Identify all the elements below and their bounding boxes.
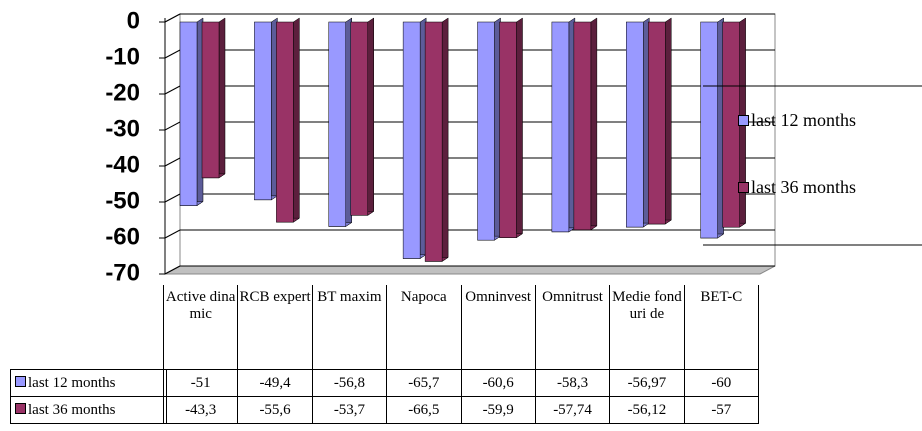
category-label: Napoca <box>386 285 462 370</box>
y-tick-label: -50 <box>105 187 140 214</box>
legend-swatch <box>738 115 749 126</box>
bar <box>700 21 718 239</box>
bar-side <box>293 17 300 223</box>
table-value: -43,3 <box>163 396 239 424</box>
bar <box>424 21 443 262</box>
bar <box>254 21 272 201</box>
category-label: BT maxim <box>311 285 388 370</box>
table-value: -59,9 <box>460 396 536 424</box>
bar <box>626 21 644 228</box>
side-wall <box>164 13 181 275</box>
table-value: -55,6 <box>237 396 313 424</box>
table-value: -60,6 <box>460 369 536 397</box>
legend-label: last 36 months <box>751 177 857 197</box>
bar <box>402 21 421 259</box>
bar <box>477 21 495 241</box>
grid-line <box>164 121 181 131</box>
table-value: -60 <box>683 369 759 397</box>
legend-swatch <box>738 182 749 193</box>
category-label: RCB expert <box>237 285 313 370</box>
grid-line <box>164 49 181 59</box>
table-value: -53,7 <box>311 396 388 424</box>
y-tick-label: -30 <box>105 115 140 142</box>
y-tick-label: -40 <box>105 151 140 178</box>
category-label: BET-C <box>683 285 759 370</box>
bar-side <box>218 17 226 179</box>
y-tick-label: -20 <box>105 79 140 106</box>
bar <box>201 21 220 179</box>
row-label-text: last 12 months <box>28 375 116 391</box>
table-value: -65,7 <box>386 369 462 397</box>
table-value: -51 <box>163 369 239 397</box>
grid-line <box>164 229 181 239</box>
grid-line <box>164 157 181 167</box>
grid-line <box>164 13 181 23</box>
table-value: -56,97 <box>609 369 685 397</box>
legend-swatch <box>15 376 26 387</box>
bar-side <box>590 17 598 231</box>
y-tick-label: -10 <box>105 43 140 70</box>
bar <box>276 21 294 223</box>
grid-line <box>164 193 181 203</box>
bar-side <box>665 17 672 225</box>
bar <box>328 21 346 227</box>
bar <box>350 21 368 216</box>
y-tick-label: 0 <box>127 7 140 34</box>
table-value: -56,12 <box>609 396 685 424</box>
table-value: -49,4 <box>237 369 313 397</box>
table-value: -58,3 <box>534 369 611 397</box>
bar <box>179 21 198 206</box>
legend-swatch <box>15 403 26 414</box>
category-label: Omninvest <box>460 285 536 370</box>
table-value: -57 <box>683 396 759 424</box>
bar <box>648 21 666 225</box>
category-label: Omnitrust <box>534 285 611 370</box>
legend-label: last 12 months <box>751 110 857 130</box>
bar <box>573 21 592 231</box>
floor <box>164 265 776 275</box>
grid-line <box>164 85 181 95</box>
bar-side <box>367 17 374 216</box>
bar <box>551 21 570 233</box>
y-tick-label: -70 <box>105 259 140 286</box>
category-label: Medie fonduri de <box>609 285 685 370</box>
row-label: last 12 months <box>10 369 167 397</box>
table-value: -57,74 <box>534 396 611 424</box>
y-tick-label: -60 <box>105 223 140 250</box>
category-label: Active dinamic <box>163 285 239 370</box>
row-label-text: last 36 months <box>28 402 116 418</box>
bar <box>499 21 517 238</box>
legend-item: last 12 months <box>738 110 856 131</box>
table-value: -56,8 <box>311 369 388 397</box>
row-label: last 36 months <box>10 396 167 424</box>
grid-line <box>164 265 181 275</box>
table-value: -66,5 <box>386 396 462 424</box>
legend-item: last 36 months <box>738 177 856 198</box>
bar-side <box>441 17 449 262</box>
bar-side <box>516 17 523 239</box>
